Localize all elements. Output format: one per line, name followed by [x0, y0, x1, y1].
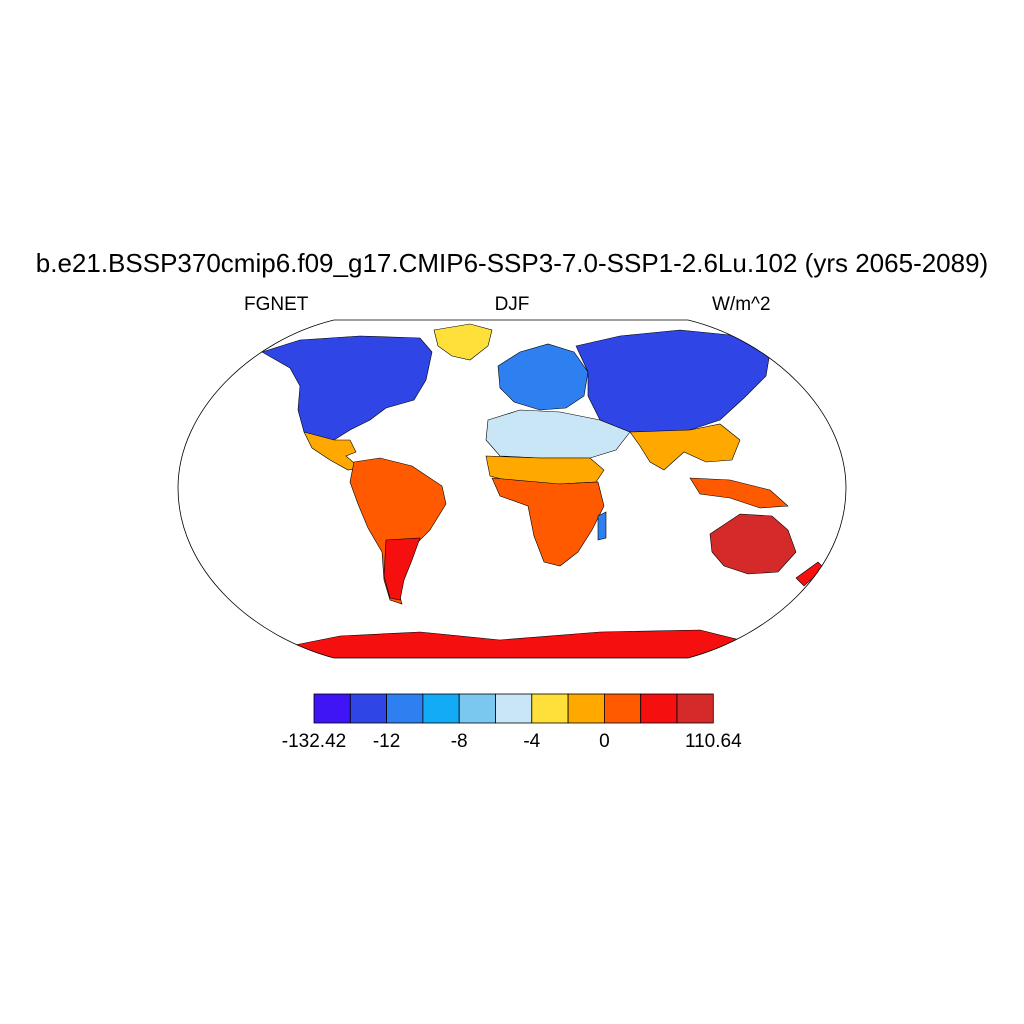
region-central-america — [303, 431, 361, 471]
region-europe — [497, 343, 589, 411]
plot-title: b.e21.BSSP370cmip6.f09_g17.CMIP6-SSP3-7.… — [35, 248, 989, 278]
globe-outline — [177, 319, 847, 659]
region-south-asia — [629, 423, 741, 471]
colorbar-label: -4 — [523, 731, 541, 752]
region-antarctica — [289, 629, 741, 658]
colorbar-box — [531, 693, 569, 724]
colorbar-box — [386, 693, 424, 724]
colorbar-box — [640, 693, 678, 724]
colorbar-box — [349, 693, 387, 724]
colorbar-box — [495, 693, 533, 724]
region-north-america — [261, 335, 433, 445]
land-layer — [261, 323, 825, 658]
region-asia — [575, 329, 771, 435]
region-australia — [709, 513, 797, 575]
colorbar-label: -12 — [372, 731, 401, 752]
colorbar-label: -132.42 — [281, 731, 347, 752]
colorbar-box — [604, 693, 642, 724]
variable-label: FGNET — [244, 294, 309, 315]
colorbar-box — [458, 693, 496, 724]
colorbar-box — [422, 693, 460, 724]
colorbar-box — [567, 693, 605, 724]
region-patagonia — [383, 537, 421, 601]
units-label: W/m^2 — [712, 294, 771, 315]
region-indonesia — [689, 477, 789, 509]
colorbar-box — [676, 693, 714, 724]
region-greenland — [433, 323, 493, 361]
region-north-africa — [485, 409, 631, 459]
colorbar-label: 110.64 — [684, 731, 742, 752]
colorbar-box — [313, 693, 351, 724]
season-label: DJF — [494, 294, 530, 315]
region-madagascar — [597, 511, 607, 541]
region-southern-africa — [491, 477, 605, 567]
colorbar-label: 0 — [599, 731, 610, 752]
colorbar-label: -8 — [450, 731, 468, 752]
